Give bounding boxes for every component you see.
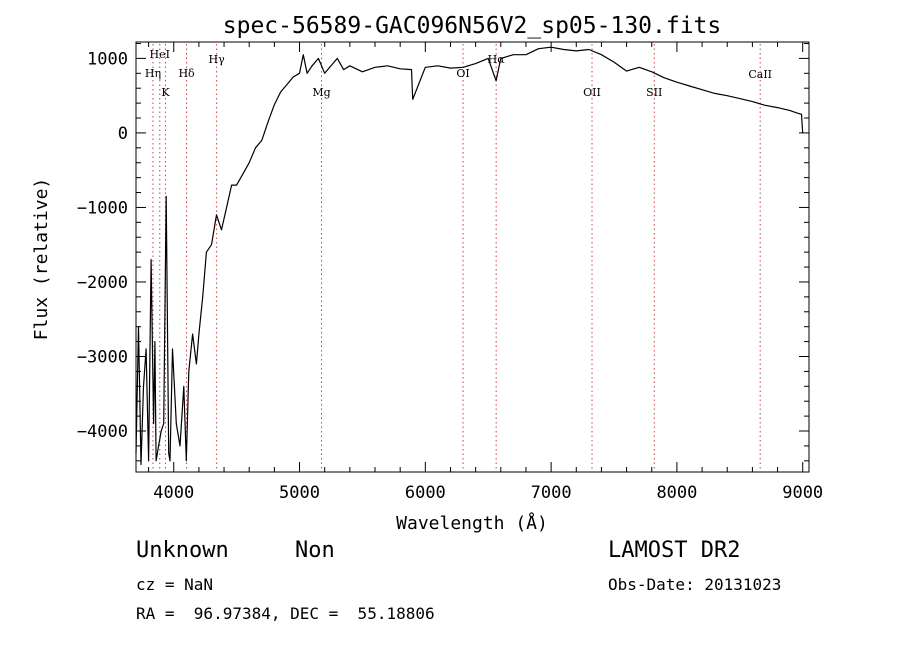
line-marker-label: OI — [456, 67, 469, 80]
line-marker-label: OII — [583, 86, 601, 99]
line-marker-label: Hα — [488, 53, 506, 66]
axis-ticks: 4000 5000 6000 7000 8000 9000 −4000 −3000 −2000 −… — [77, 42, 823, 503]
line-marker-label: CaII — [748, 68, 772, 81]
y-tick-label: −3000 — [77, 347, 128, 367]
y-tick-label: 1000 — [87, 49, 128, 69]
x-tick-label: 4000 — [153, 483, 194, 503]
coordinates-text: RA = 96.97384, DEC = 55.18806 — [136, 604, 435, 623]
y-tick-label: −1000 — [77, 198, 128, 218]
y-tick-label: −4000 — [77, 422, 128, 442]
object-subclass: Non — [295, 538, 335, 563]
x-axis-label: Wavelength (Å) — [396, 512, 548, 534]
emission-line-markers: HeI HηK Hδ Hγ Mg OI Hα OII SII CaII — [145, 44, 772, 472]
survey-name: LAMOST DR2 — [608, 538, 741, 563]
x-tick-label: 5000 — [279, 483, 320, 503]
x-tick-label: 7000 — [531, 483, 572, 503]
y-tick-label: −2000 — [77, 273, 128, 293]
line-marker-label: K — [161, 86, 170, 99]
line-marker-label: Hη — [145, 67, 161, 80]
plot-frame — [135, 41, 810, 473]
spectrum-series — [135, 46, 804, 466]
chart-title: spec-56589-GAC096N56V2_sp05-130.fits — [223, 13, 722, 39]
redshift-text: cz = NaN — [136, 575, 214, 594]
line-marker-label: Hγ — [209, 53, 226, 66]
line-marker-label: HeI — [150, 48, 170, 61]
line-marker-label: Mg — [312, 86, 330, 99]
object-class: Unknown — [136, 538, 229, 563]
spectrum-line-0 — [135, 46, 804, 466]
y-axis-label: Flux (relative) — [31, 178, 52, 341]
obs-date-text: Obs-Date: 20131023 — [608, 575, 782, 594]
x-tick-label: 8000 — [656, 483, 697, 503]
line-marker-label: SII — [646, 86, 662, 99]
y-tick-label: 0 — [118, 124, 128, 144]
x-tick-label: 6000 — [405, 483, 446, 503]
x-tick-label: 9000 — [782, 483, 823, 503]
line-marker-label: Hδ — [178, 67, 195, 80]
